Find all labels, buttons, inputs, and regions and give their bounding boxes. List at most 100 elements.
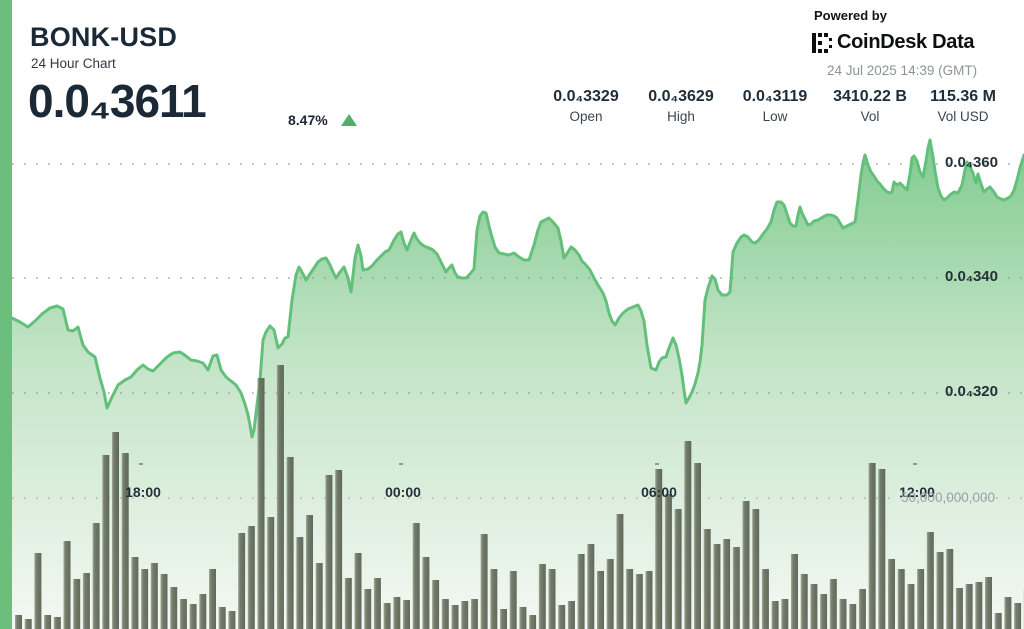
volume-bar — [800, 574, 808, 629]
volume-bar — [82, 573, 90, 629]
volume-bar — [325, 475, 333, 629]
volume-bar — [24, 619, 32, 629]
volume-bar — [112, 432, 119, 629]
volume-bar — [626, 569, 634, 629]
volume-bar — [888, 559, 895, 629]
volume-bar — [645, 571, 653, 629]
volume-bar — [694, 463, 701, 629]
volume-bar — [441, 599, 449, 629]
volume-bar — [703, 529, 711, 629]
volume-bar — [519, 607, 527, 629]
volume-bar — [286, 457, 294, 629]
change-percent: 8.47% — [288, 112, 328, 128]
volume-bar — [567, 601, 575, 629]
volume-bar — [878, 469, 886, 629]
volume-bar — [635, 574, 643, 629]
volume-bar — [548, 569, 556, 629]
volume-bar — [684, 441, 692, 629]
volume-bar — [858, 589, 866, 629]
volume-bar — [141, 569, 149, 629]
volume-bar — [606, 559, 614, 629]
volume-bar — [558, 605, 566, 629]
volume-bar — [257, 378, 265, 629]
stat-low: 0.0₄3119 Low — [743, 88, 808, 124]
volume-bar — [664, 494, 672, 629]
brand-name: CoinDesk Data — [837, 31, 975, 53]
volume-bar — [839, 599, 847, 629]
volume-bar — [470, 599, 478, 629]
volume-bar — [732, 547, 740, 629]
volume-bar — [228, 611, 236, 629]
volume-bar — [218, 607, 226, 629]
stat-high-label: High — [667, 109, 695, 124]
volume-bar — [276, 365, 284, 629]
stat-vol-usd-label: Vol USD — [937, 109, 989, 124]
stat-high-value: 0.0₄3629 — [648, 88, 714, 105]
price-area-fill — [12, 140, 1024, 629]
volume-bar — [500, 609, 507, 629]
volume-bar — [335, 470, 343, 629]
volume-bar — [820, 594, 828, 629]
volume-bar — [432, 580, 440, 629]
volume-bar — [587, 544, 595, 629]
powered-by-label: Powered by — [814, 8, 887, 23]
stat-vol: 3410.22 B Vol — [833, 88, 907, 124]
volume-bar — [1004, 597, 1012, 629]
volume-bar — [92, 523, 100, 629]
volume-bar — [170, 587, 178, 629]
volume-bar — [373, 578, 381, 629]
volume-bar — [354, 553, 362, 629]
volume-bar — [509, 571, 517, 629]
volume-bar — [209, 569, 216, 629]
volume-bar — [53, 617, 61, 629]
page-title: BONK-USD — [30, 22, 178, 52]
volume-bar — [315, 563, 323, 629]
stat-vol-label: Vol — [860, 109, 880, 124]
stat-open-label: Open — [569, 109, 603, 124]
volume-bar — [713, 544, 721, 629]
volume-bar — [121, 453, 129, 629]
volume-bar — [179, 599, 187, 629]
volume-bar — [917, 569, 925, 629]
up-triangle-icon — [341, 114, 357, 126]
volume-bar — [829, 579, 837, 629]
stat-low-value: 0.0₄3119 — [742, 88, 808, 105]
volume-bar — [480, 534, 488, 629]
volume-bar — [189, 604, 197, 629]
stat-vol-value: 3410.22 B — [833, 88, 907, 105]
timestamp: 24 Jul 2025 14:39 (GMT) — [827, 63, 978, 78]
volume-bar — [538, 564, 546, 629]
volume-bar — [577, 554, 585, 629]
stat-low-label: Low — [762, 109, 788, 124]
volume-bar — [897, 569, 905, 629]
volume-bar — [364, 589, 372, 629]
volume-bar — [383, 603, 391, 629]
volume-bar — [412, 523, 420, 629]
volume-bar — [15, 615, 22, 629]
volume-bar — [393, 597, 401, 629]
coindesk-brand: CoinDesk Data — [812, 31, 975, 54]
volume-bar — [199, 594, 207, 629]
volume-bar — [926, 532, 934, 629]
volume-bar — [674, 509, 682, 629]
price-line — [10, 138, 1024, 439]
volume-bar — [742, 501, 750, 629]
time-tick — [139, 463, 143, 465]
volume-bar — [723, 539, 731, 629]
volume-bar — [655, 469, 663, 629]
volume-bar — [529, 615, 537, 629]
volume-bar — [810, 584, 818, 629]
volume-bar — [616, 514, 624, 629]
last-price: 0.0₄3611 — [28, 75, 207, 127]
volume-bar — [160, 574, 168, 629]
volume-bar — [994, 613, 1002, 629]
stat-high: 0.0₄3629 High — [648, 88, 713, 124]
volume-bar — [597, 571, 604, 629]
volume-bar — [752, 509, 760, 629]
stat-vol-usd-value: 115.36 M — [930, 88, 996, 105]
volume-bar — [965, 584, 973, 629]
volume-bar — [490, 569, 498, 629]
stat-vol-usd: 115.36 M Vol USD — [930, 88, 996, 124]
volume-bar — [975, 582, 983, 629]
